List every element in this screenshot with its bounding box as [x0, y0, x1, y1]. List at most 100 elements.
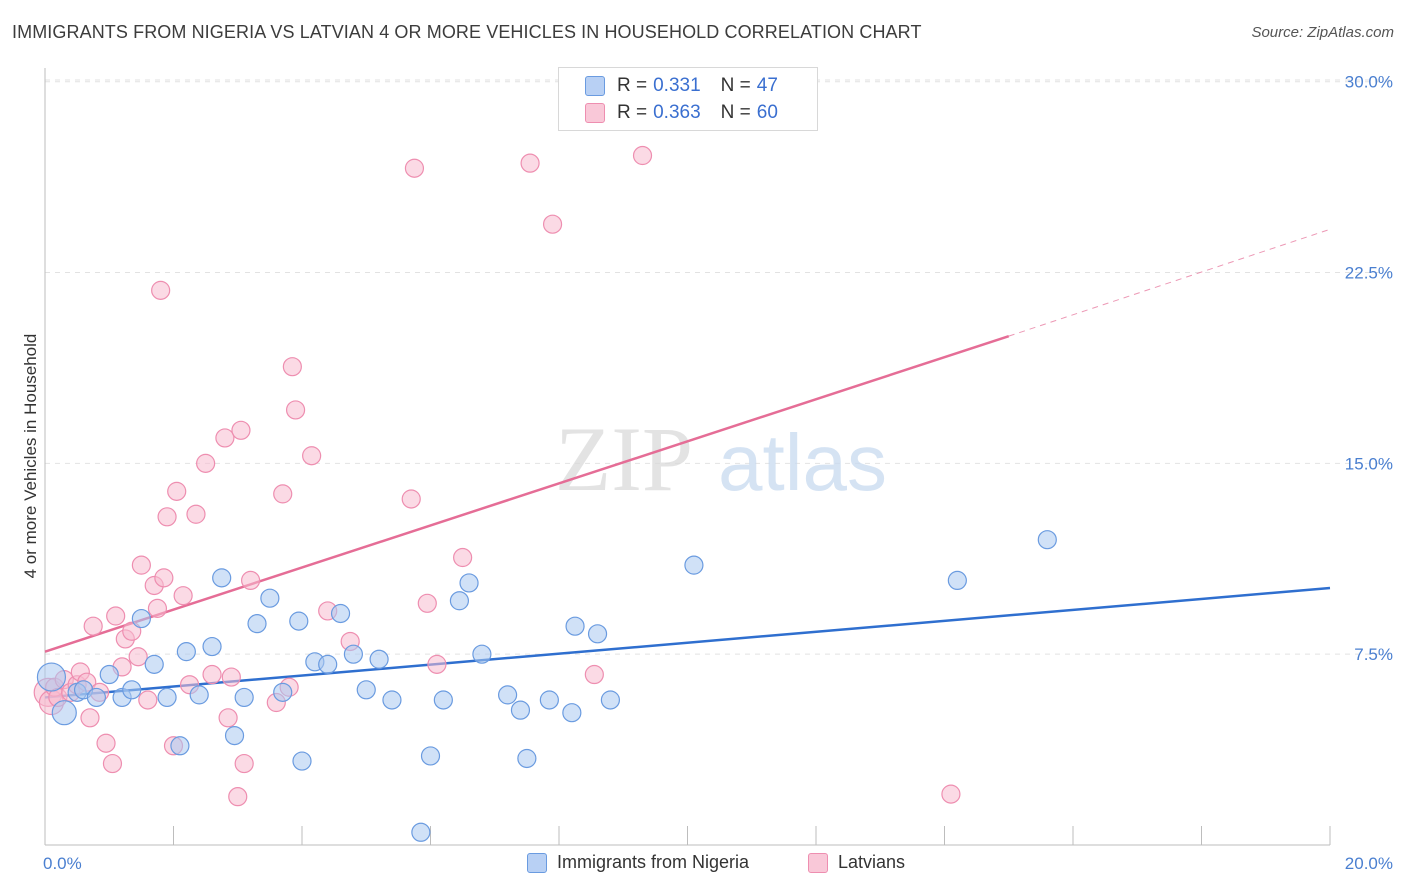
- point-latvians: [273, 484, 293, 504]
- point-latvians: [151, 280, 171, 300]
- point-nigeria: [122, 680, 142, 700]
- point-latvians: [196, 453, 216, 473]
- point-nigeria: [472, 644, 492, 664]
- watermark-atlas: atlas: [718, 418, 887, 507]
- point-latvians: [228, 787, 248, 807]
- point-nigeria: [247, 614, 267, 634]
- point-nigeria: [562, 703, 582, 723]
- point-nigeria: [587, 624, 608, 644]
- point-nigeria: [517, 748, 537, 769]
- point-nigeria: [369, 649, 389, 669]
- point-latvians: [154, 568, 174, 588]
- series-legend-latvians[interactable]: Latvians: [808, 852, 905, 873]
- point-nigeria: [318, 654, 338, 674]
- point-latvians: [218, 708, 238, 728]
- series-swatch-nigeria: [527, 852, 547, 873]
- point-nigeria: [947, 570, 967, 591]
- point-latvians: [102, 753, 123, 774]
- point-latvians: [453, 547, 473, 568]
- trend-line-latvians: [44, 334, 1010, 653]
- gridlines: [45, 79, 1392, 655]
- point-nigeria: [510, 700, 531, 720]
- point-latvians: [138, 690, 158, 710]
- legend-n-value: 47: [756, 75, 778, 96]
- series-legend-nigeria[interactable]: Immigrants from Nigeria: [527, 852, 749, 873]
- point-nigeria: [202, 636, 222, 657]
- correlation-legend: R = 0.331 N = 47 R = 0.363 N = 60: [558, 67, 818, 131]
- point-nigeria: [382, 690, 402, 710]
- point-nigeria: [343, 644, 363, 664]
- point-nigeria: [1037, 530, 1057, 550]
- source-label: Source: ZipAtlas.com: [1251, 24, 1394, 41]
- point-nigeria: [539, 690, 559, 710]
- point-latvians: [302, 446, 322, 466]
- axes: [44, 68, 1331, 846]
- point-latvians: [584, 664, 604, 685]
- point-latvians: [186, 504, 206, 524]
- legend-row-latvians: R = 0.363 N = 60: [585, 99, 778, 127]
- watermark-zip: ZIP: [555, 408, 693, 510]
- point-latvians: [401, 489, 421, 509]
- point-latvians: [83, 616, 103, 636]
- legend-n-label: N =: [720, 75, 751, 96]
- point-latvians: [215, 428, 235, 448]
- data-points: [33, 145, 1057, 842]
- point-nigeria: [600, 690, 621, 710]
- legend-r-label: R =: [617, 102, 648, 123]
- point-nigeria: [36, 662, 67, 692]
- point-latvians: [241, 570, 261, 591]
- point-latvians: [131, 555, 151, 575]
- point-latvians: [122, 621, 142, 641]
- point-nigeria: [170, 736, 190, 756]
- point-nigeria: [292, 751, 312, 771]
- trend-lines: [44, 228, 1331, 699]
- point-nigeria: [224, 725, 245, 746]
- point-nigeria: [289, 611, 309, 631]
- point-latvians: [173, 586, 193, 606]
- point-nigeria: [459, 573, 479, 593]
- point-latvians: [282, 357, 302, 377]
- point-nigeria: [684, 555, 704, 575]
- point-latvians: [542, 214, 563, 234]
- point-nigeria: [131, 608, 151, 629]
- point-latvians: [231, 420, 251, 440]
- x-tick-label-min: 0.0%: [43, 854, 82, 873]
- series-legend-latvians-label: Latvians: [838, 852, 906, 872]
- point-nigeria: [176, 642, 196, 662]
- y-tick-label: 7.5%: [1354, 645, 1393, 664]
- point-nigeria: [565, 616, 585, 636]
- trend-line-latvians-extension: [1008, 228, 1331, 337]
- point-nigeria: [51, 700, 77, 726]
- point-latvians: [417, 593, 437, 613]
- point-latvians: [632, 145, 653, 166]
- point-nigeria: [99, 664, 119, 685]
- point-nigeria: [356, 680, 376, 700]
- point-nigeria: [260, 588, 280, 608]
- legend-n-value: 60: [756, 102, 778, 123]
- legend-r-value: 0.363: [653, 102, 701, 123]
- point-nigeria: [144, 654, 164, 674]
- trend-line-nigeria: [44, 586, 1331, 699]
- point-nigeria: [498, 685, 518, 705]
- point-nigeria: [273, 682, 293, 702]
- point-latvians: [96, 733, 116, 753]
- point-nigeria: [189, 685, 209, 705]
- legend-row-nigeria: R = 0.331 N = 47: [585, 72, 778, 100]
- point-latvians: [128, 647, 148, 667]
- point-latvians: [202, 664, 222, 685]
- point-latvians: [520, 153, 540, 173]
- point-latvians: [80, 708, 100, 728]
- legend-n-label: N =: [720, 102, 751, 123]
- y-tick-label: 15.0%: [1345, 454, 1393, 473]
- series-swatch-latvians: [808, 852, 828, 873]
- point-nigeria: [420, 746, 441, 766]
- point-latvians: [285, 400, 306, 420]
- point-latvians: [221, 667, 241, 687]
- point-nigeria: [234, 687, 254, 708]
- point-nigeria: [433, 690, 453, 710]
- series-legend-nigeria-label: Immigrants from Nigeria: [557, 852, 750, 872]
- legend-r-label: R =: [617, 75, 648, 96]
- chart-title: IMMIGRANTS FROM NIGERIA VS LATVIAN 4 OR …: [12, 22, 922, 42]
- y-tick-label: 22.5%: [1345, 264, 1393, 283]
